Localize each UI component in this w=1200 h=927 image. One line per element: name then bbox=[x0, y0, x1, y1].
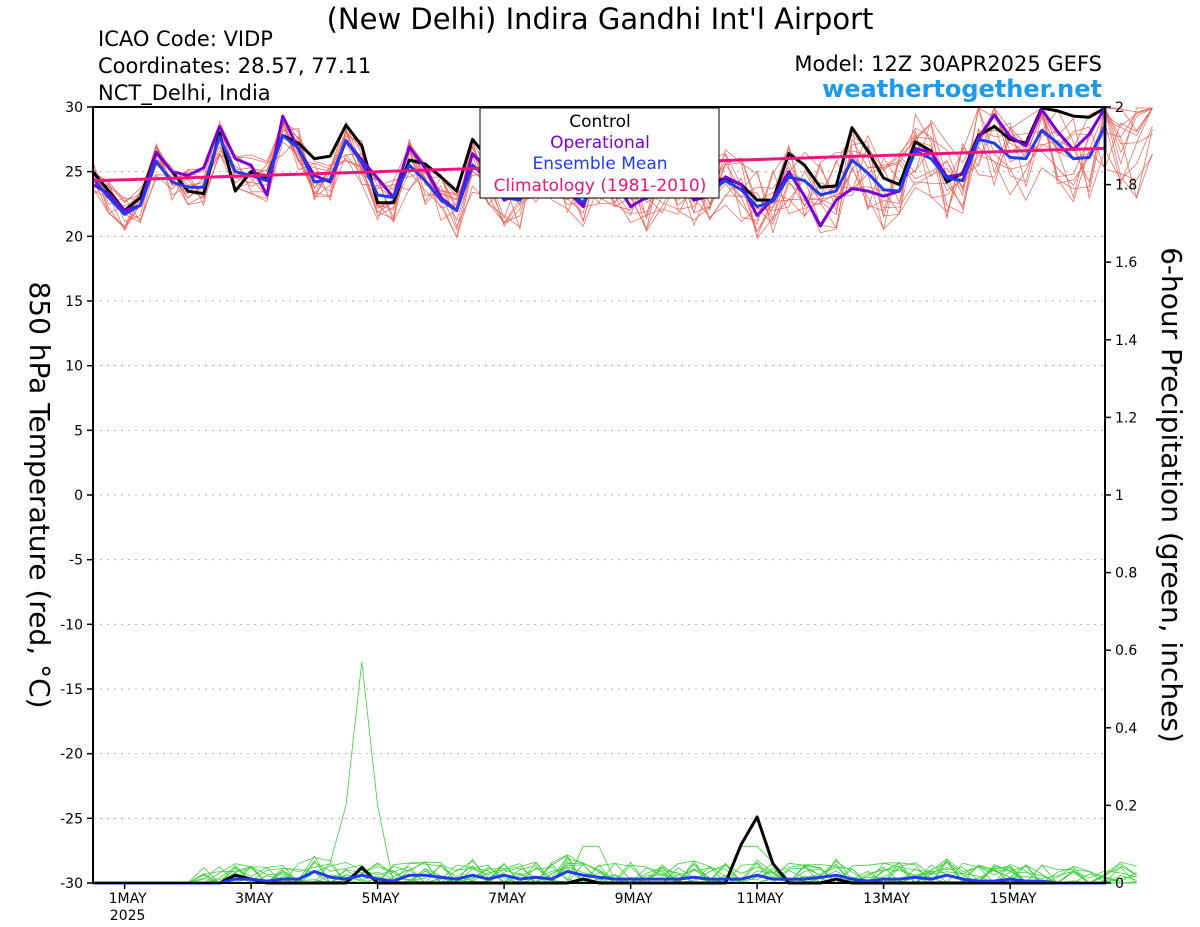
icao-code: ICAO Code: VIDP bbox=[98, 27, 273, 51]
y2-tick-label: 0.6 bbox=[1115, 643, 1137, 659]
y2-tick-label: 1.6 bbox=[1115, 255, 1137, 271]
ensemble-mean-precipitation-line bbox=[93, 869, 1107, 885]
site-link[interactable]: weathertogether.net bbox=[822, 75, 1102, 103]
y2-tick-label: 1.4 bbox=[1115, 333, 1137, 349]
y-tick-label: -20 bbox=[60, 747, 83, 763]
y2-tick-label: 0.8 bbox=[1115, 566, 1137, 582]
x-tick-label: 15MAY bbox=[990, 891, 1037, 907]
y-tick-label: 15 bbox=[65, 294, 83, 310]
axes: 302520151050-5-10-15-20-25-3021.81.61.41… bbox=[60, 100, 1137, 924]
y2-tick-label: 0.2 bbox=[1115, 798, 1137, 814]
y-tick-label: -30 bbox=[60, 876, 83, 892]
y-tick-label: 5 bbox=[74, 423, 83, 439]
y-tick-label: -25 bbox=[60, 811, 83, 827]
x-tick-label: 7MAY bbox=[488, 891, 526, 907]
location: NCT_Delhi, India bbox=[98, 81, 271, 105]
legend-entry-control: Control bbox=[569, 112, 630, 132]
legend-entry-operational: Operational bbox=[550, 133, 650, 153]
x-tick-label: 13MAY bbox=[863, 891, 910, 907]
y-tick-label: -10 bbox=[60, 617, 83, 633]
y2-axis-label: 6-hour Precipitation (green, inches) bbox=[1155, 247, 1188, 743]
coordinates: Coordinates: 28.57, 77.11 bbox=[98, 54, 372, 78]
y-tick-label: 0 bbox=[74, 488, 83, 504]
legend-box: Control Operational Ensemble Mean Climat… bbox=[479, 107, 720, 199]
x-tick-sublabel: 2025 bbox=[110, 908, 146, 924]
precipitation-members bbox=[93, 661, 1137, 884]
y2-tick-label: 2 bbox=[1115, 100, 1124, 116]
model-run: Model: 12Z 30APR2025 GEFS bbox=[794, 52, 1102, 76]
gridlines bbox=[93, 171, 1105, 819]
precipitation-member-line bbox=[93, 661, 1137, 884]
y-tick-label: 25 bbox=[65, 165, 83, 181]
y2-tick-label: 0 bbox=[1115, 876, 1124, 892]
y2-tick-label: 1 bbox=[1115, 488, 1124, 504]
y-tick-label: -15 bbox=[60, 682, 83, 698]
chart-title: (New Delhi) Indira Gandhi Int'l Airport bbox=[326, 2, 874, 36]
y2-tick-label: 0.4 bbox=[1115, 721, 1137, 737]
legend-entry-ensemble-mean: Ensemble Mean bbox=[532, 154, 667, 174]
y2-tick-label: 1.2 bbox=[1115, 410, 1137, 426]
y2-tick-label: 1.8 bbox=[1115, 178, 1137, 194]
x-tick-label: 11MAY bbox=[737, 891, 784, 907]
y-tick-label: -5 bbox=[69, 553, 83, 569]
legend-entry-climatology: Climatology (1981-2010) bbox=[494, 176, 707, 196]
x-tick-label: 5MAY bbox=[362, 891, 400, 907]
x-tick-label: 9MAY bbox=[615, 891, 653, 907]
y-axis-label: 850 hPa Temperature (red, °C) bbox=[23, 281, 56, 708]
x-tick-label: 1MAY bbox=[109, 891, 147, 907]
x-tick-label: 3MAY bbox=[235, 891, 273, 907]
y-tick-label: 10 bbox=[65, 359, 83, 375]
y-tick-label: 20 bbox=[65, 229, 83, 245]
y-tick-label: 30 bbox=[65, 100, 83, 116]
